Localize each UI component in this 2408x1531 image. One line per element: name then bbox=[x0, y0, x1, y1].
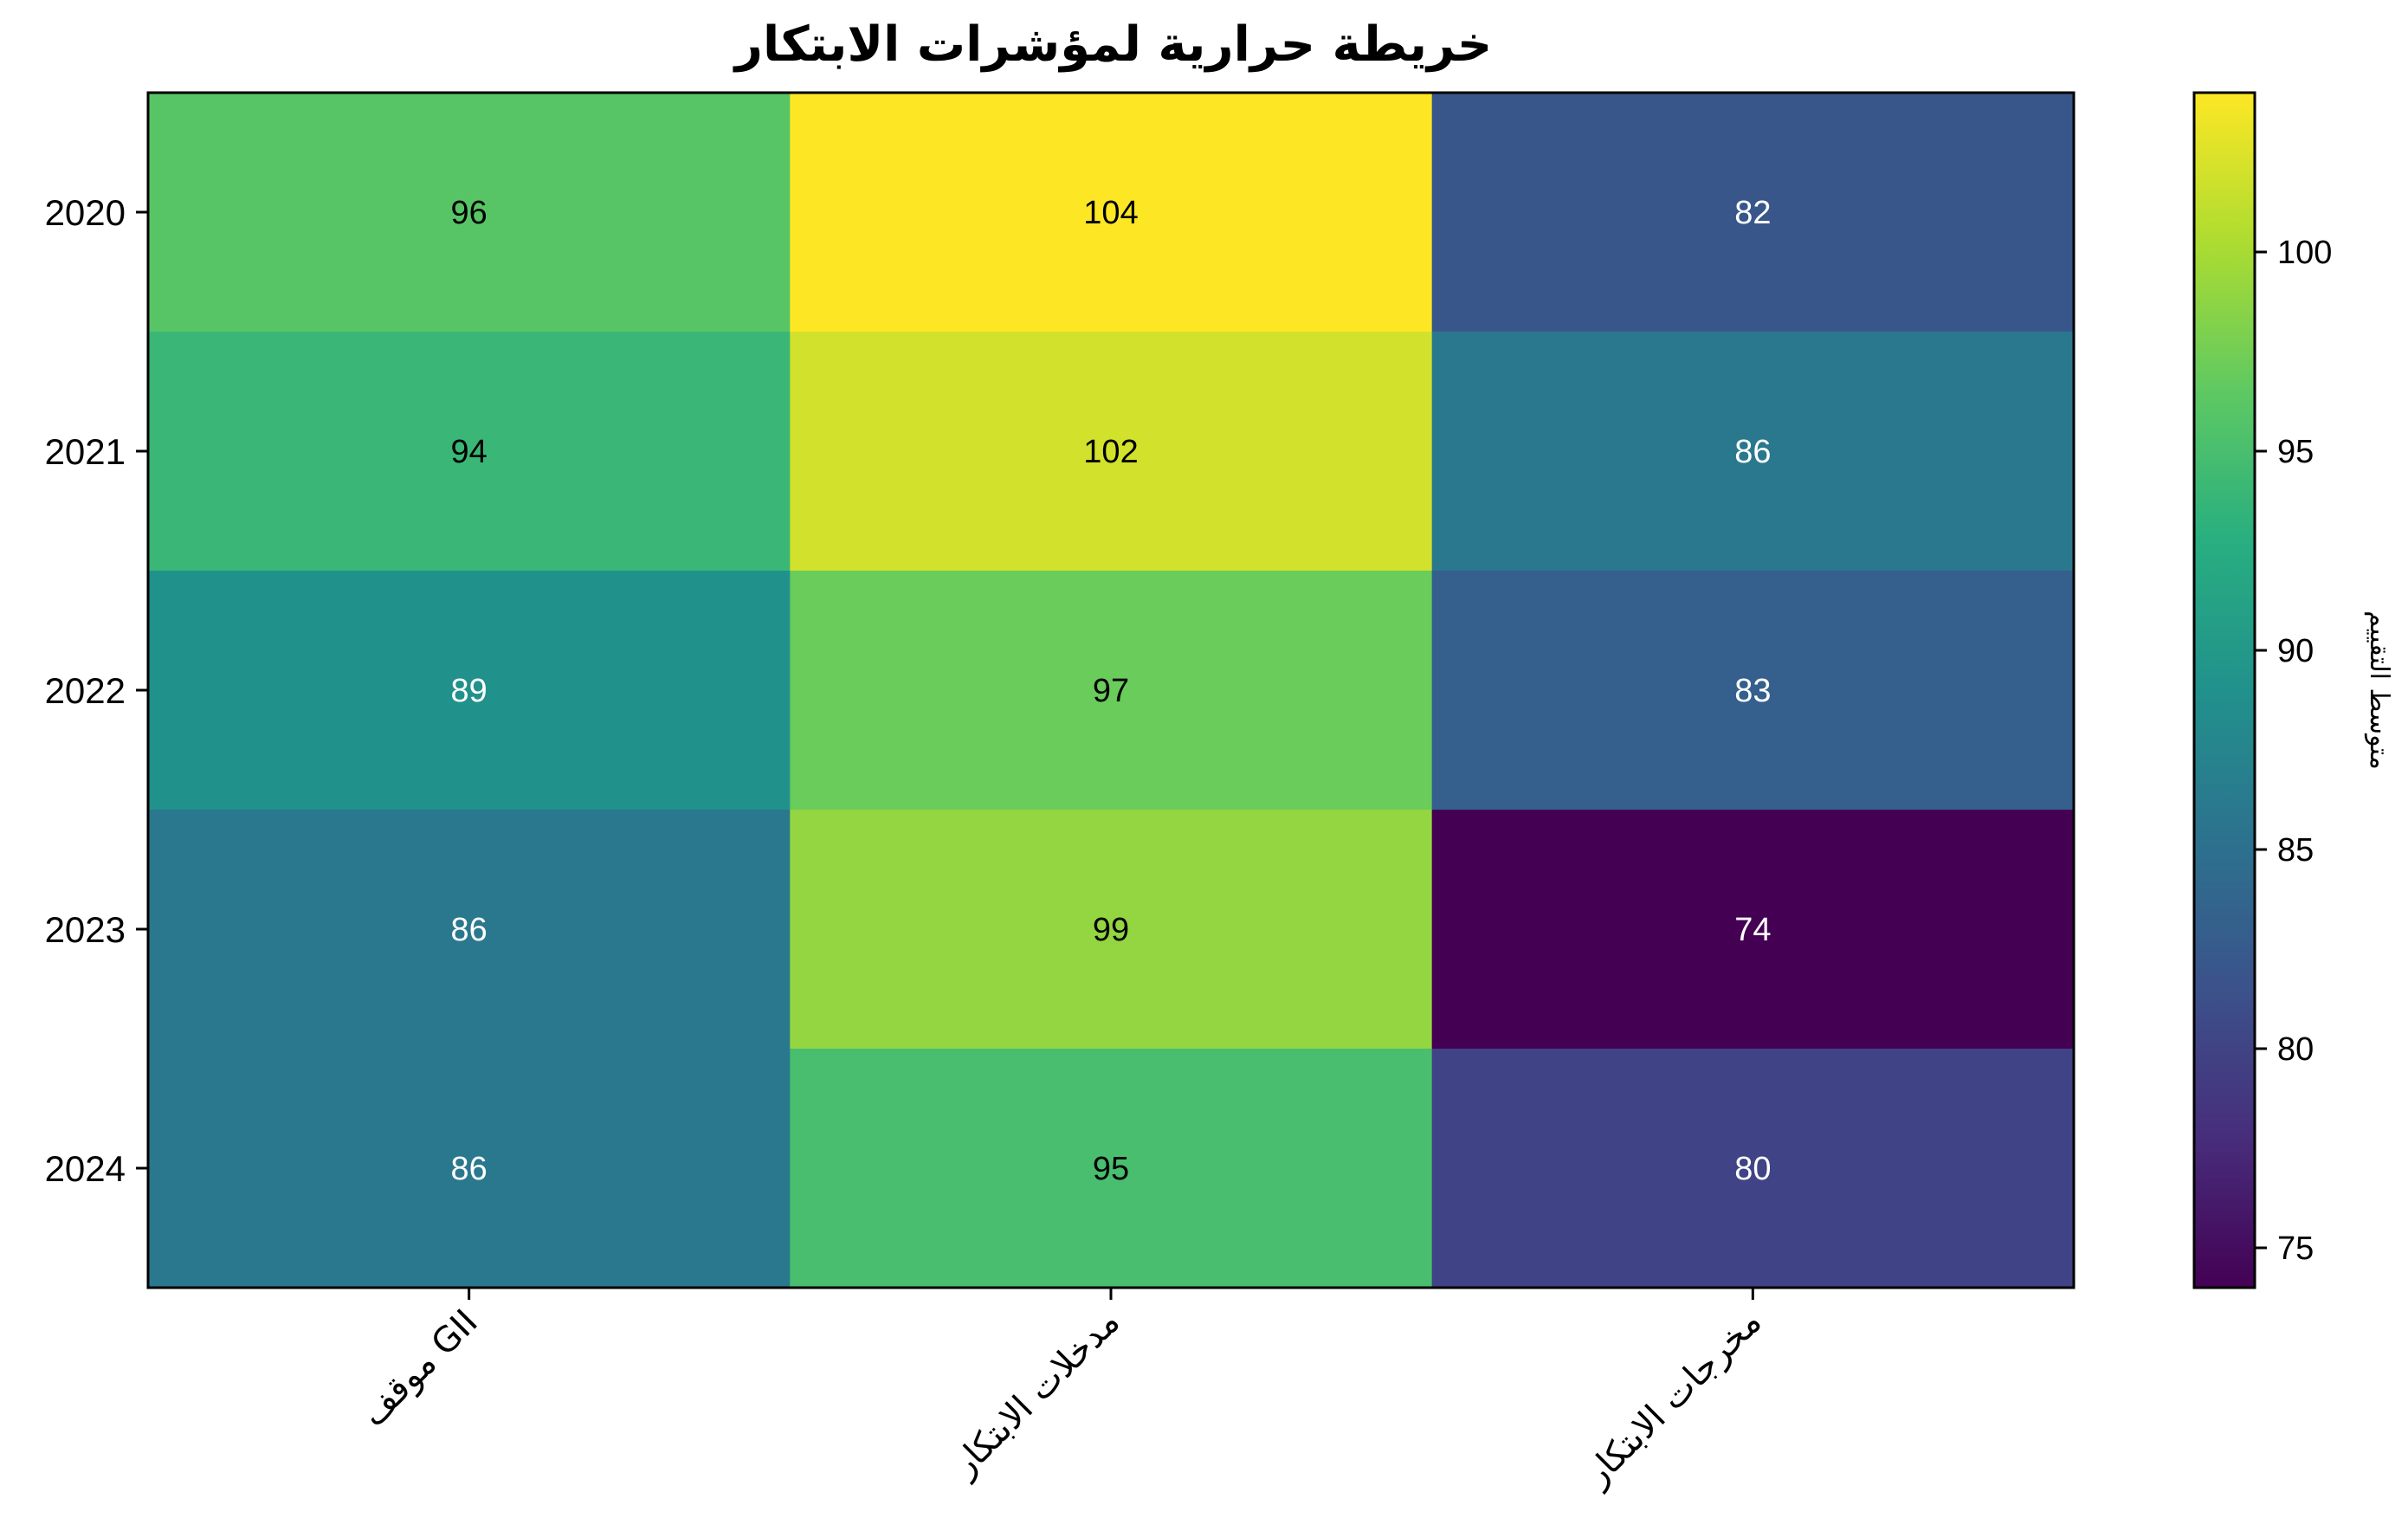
x-tick-label: مدخلات الابتكار bbox=[944, 1302, 1127, 1486]
heatmap-cell-labels: 96 104 82 94 102 86 89 97 83 86 99 74 86 95 80 bbox=[451, 195, 1772, 1187]
colorbar-tick-label: 85 bbox=[2277, 832, 2314, 869]
heatmap-cell bbox=[1431, 571, 2075, 811]
cell-value-label: 97 bbox=[1093, 673, 1129, 709]
colorbar-tick-label: 80 bbox=[2277, 1031, 2314, 1068]
cell-value-label: 86 bbox=[451, 1151, 487, 1187]
cell-value-label: 80 bbox=[1734, 1151, 1771, 1187]
colorbar-tick-label: 95 bbox=[2277, 434, 2314, 470]
cell-value-label: 83 bbox=[1734, 673, 1771, 709]
cell-value-label: 104 bbox=[1083, 195, 1138, 231]
y-tick-label: 2024 bbox=[45, 1148, 126, 1189]
heatmap-cells bbox=[148, 93, 2075, 1289]
chart-title: خريطة حرارية لمؤشرات الابتكار bbox=[733, 16, 1493, 73]
colorbar-tick-label: 75 bbox=[2277, 1231, 2314, 1267]
colorbar-label: متوسط التقييم bbox=[2364, 610, 2394, 770]
heatmap-cell bbox=[148, 810, 791, 1050]
x-tick-label: موقف GII bbox=[353, 1302, 486, 1435]
heatmap-cell bbox=[1431, 93, 2075, 333]
heatmap-cell bbox=[1431, 810, 2075, 1050]
colorbar-axis: 75 80 85 90 95 100 bbox=[2255, 235, 2332, 1267]
cell-value-label: 94 bbox=[451, 434, 487, 470]
x-tick-label: مخرجات الابتكار bbox=[1576, 1302, 1769, 1495]
colorbar bbox=[2192, 91, 2256, 1289]
y-axis: 2020 2021 2022 2023 2024 bbox=[45, 192, 148, 1189]
cell-value-label: 89 bbox=[451, 673, 487, 709]
heatmap-cell bbox=[1431, 332, 2075, 572]
y-tick-label: 2021 bbox=[45, 431, 126, 472]
heatmap-cell bbox=[148, 571, 791, 811]
y-tick-label: 2020 bbox=[45, 192, 126, 233]
heatmap-cell bbox=[1431, 1049, 2075, 1289]
cell-value-label: 96 bbox=[451, 195, 487, 231]
x-axis: موقف GII مدخلات الابتكار مخرجات الابتكار bbox=[353, 1288, 1769, 1495]
heatmap-cell bbox=[790, 332, 1433, 572]
cell-value-label: 86 bbox=[451, 912, 487, 948]
cell-value-label: 99 bbox=[1093, 912, 1129, 948]
heatmap-cell bbox=[148, 93, 791, 333]
cell-value-label: 95 bbox=[1093, 1151, 1129, 1187]
cell-value-label: 74 bbox=[1734, 912, 1771, 948]
heatmap-cell bbox=[148, 1049, 791, 1289]
heatmap-cell bbox=[790, 810, 1433, 1050]
heatmap-cell bbox=[148, 332, 791, 572]
colorbar-tick-label: 90 bbox=[2277, 633, 2314, 669]
cell-value-label: 86 bbox=[1734, 434, 1771, 470]
heatmap-cell bbox=[790, 571, 1433, 811]
cell-value-label: 82 bbox=[1734, 195, 1771, 231]
heatmap-cell bbox=[790, 93, 1433, 333]
heatmap-cell bbox=[790, 1049, 1433, 1289]
cell-value-label: 102 bbox=[1083, 434, 1138, 470]
y-tick-label: 2023 bbox=[45, 909, 126, 950]
colorbar-tick-label: 100 bbox=[2277, 235, 2332, 271]
y-tick-label: 2022 bbox=[45, 670, 126, 711]
